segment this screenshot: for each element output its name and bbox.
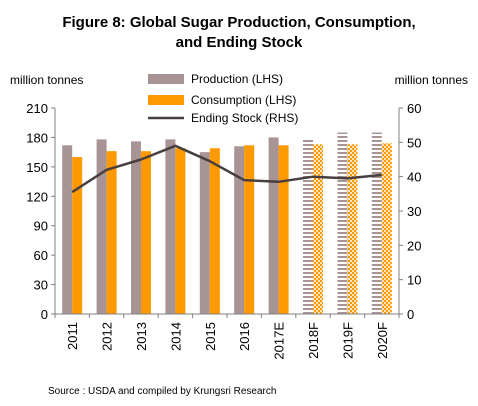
right-tick-label-6: 60 xyxy=(407,101,421,116)
left-tick-label-7: 210 xyxy=(26,101,48,116)
right-tick-label-1: 10 xyxy=(407,273,421,288)
bar-consumption-2019F xyxy=(347,144,358,314)
x-tick-label-2012: 2012 xyxy=(100,322,115,351)
right-tick-label-2: 20 xyxy=(407,238,421,253)
bar-consumption-2013 xyxy=(141,151,151,314)
bar-production-2018F xyxy=(303,138,313,314)
legend: Production (LHS) Consumption (LHS) Ending … xyxy=(148,72,298,125)
x-tick-label-2016: 2016 xyxy=(237,322,252,351)
bar-production-2020F xyxy=(371,132,382,314)
right-tick-label-4: 40 xyxy=(407,170,421,185)
bar-production-2016 xyxy=(234,146,245,314)
bar-consumption-2017E xyxy=(278,145,289,314)
right-tick-label-5: 50 xyxy=(407,135,421,150)
bar-production-2019F xyxy=(337,132,348,314)
bar-production-2013 xyxy=(131,141,141,314)
legend-label-2: Ending Stock (RHS) xyxy=(191,111,298,125)
x-tick-label-2017E: 2017E xyxy=(272,322,287,360)
left-axis-ticks: 0 30 60 90 120 150 180 210 xyxy=(26,101,55,322)
bar-production-2011 xyxy=(62,145,73,314)
bars xyxy=(62,132,392,314)
left-tick-label-2: 60 xyxy=(34,248,48,263)
bar-consumption-2018F xyxy=(313,144,323,314)
left-tick-label-5: 150 xyxy=(26,160,48,175)
x-tick-label-2011: 2011 xyxy=(65,322,80,350)
chart-title: Figure 8: Global Sugar Production, Consu… xyxy=(62,14,415,31)
x-tick-label-2013: 2013 xyxy=(134,322,149,351)
bar-consumption-2016 xyxy=(244,145,255,314)
left-tick-label-1: 30 xyxy=(34,278,48,293)
legend-swatch-0 xyxy=(148,74,184,84)
bar-production-2017E xyxy=(268,137,279,314)
bar-consumption-2012 xyxy=(106,151,117,314)
source-note: Source : USDA and compiled by Krungsri R… xyxy=(48,386,276,397)
left-tick-label-3: 90 xyxy=(34,219,48,234)
x-axis-ticks: 2011 2012 2013 2014 2015 2016 2017E 2018F 2019F 2… xyxy=(54,314,400,360)
bar-consumption-2015 xyxy=(209,148,220,314)
right-axis-unit: million tonnes xyxy=(395,73,468,87)
bar-production-2014 xyxy=(165,139,176,314)
x-tick-label-2014: 2014 xyxy=(168,322,183,351)
right-axis-ticks: 0 10 20 30 40 50 60 xyxy=(399,101,421,322)
left-axis-unit: million tonnes xyxy=(10,73,83,87)
x-tick-label-2015: 2015 xyxy=(203,322,218,351)
right-tick-label-0: 0 xyxy=(407,307,414,322)
bar-consumption-2011 xyxy=(72,157,83,314)
left-tick-label-0: 0 xyxy=(41,307,48,322)
x-tick-label-2020F: 2020F xyxy=(375,322,390,359)
x-tick-label-2019F: 2019F xyxy=(340,322,355,359)
x-tick-label-2018F: 2018F xyxy=(306,322,321,359)
legend-label-0: Production (LHS) xyxy=(191,72,283,86)
bar-production-2015 xyxy=(199,152,210,314)
bar-consumption-2020F xyxy=(381,143,392,314)
chart-title-line2: and Ending Stock xyxy=(176,34,303,51)
line-ending-stock xyxy=(71,144,382,194)
legend-swatch-1 xyxy=(148,95,184,105)
ending-stock-line-layer xyxy=(71,144,382,194)
left-tick-label-4: 120 xyxy=(26,189,48,204)
right-tick-label-3: 30 xyxy=(407,204,421,219)
legend-label-1: Consumption (LHS) xyxy=(191,93,296,107)
left-tick-label-6: 180 xyxy=(26,130,48,145)
bar-production-2012 xyxy=(96,139,107,314)
bar-consumption-2014 xyxy=(175,148,186,314)
